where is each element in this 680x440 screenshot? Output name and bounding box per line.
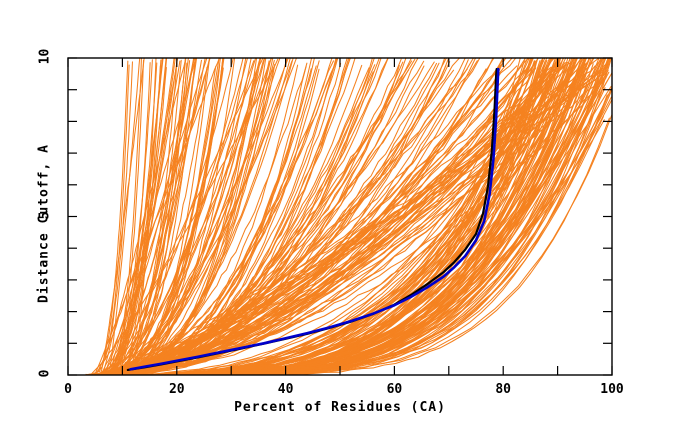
model-curve — [124, 58, 606, 375]
model-curve — [133, 76, 611, 375]
model-curve — [94, 58, 249, 375]
model-curve — [115, 58, 175, 375]
model-curve — [90, 58, 234, 375]
x-tick-label: 60 — [386, 382, 403, 397]
y-tick-label: 0 — [37, 369, 53, 378]
model-curve — [95, 61, 551, 375]
model-curve — [124, 58, 176, 375]
model-curve — [94, 68, 487, 375]
model-curve — [102, 58, 206, 375]
model-curve — [130, 119, 605, 375]
model-curve — [126, 85, 612, 375]
model-curve — [99, 58, 145, 375]
model-curve — [92, 58, 586, 375]
x-tick-label: 100 — [600, 382, 624, 397]
highlight-curve-highlight-model-blue — [129, 67, 500, 371]
model-curve — [116, 59, 162, 375]
model-curve — [108, 58, 208, 375]
model-curve — [101, 68, 312, 375]
curve-layer — [85, 58, 612, 375]
x-tick-label: 80 — [495, 382, 512, 397]
x-tick-label: 0 — [64, 382, 72, 397]
x-tick-label: 20 — [168, 382, 185, 397]
model-curve — [92, 58, 288, 375]
model-curve — [108, 58, 141, 375]
x-axis-label: Percent of Residues (CA) — [234, 400, 446, 415]
x-tick-label: 40 — [277, 382, 294, 397]
model-curve — [93, 58, 477, 375]
y-tick-label: 10 — [37, 48, 53, 65]
model-curve — [109, 58, 211, 375]
model-curve — [136, 117, 610, 375]
model-curve — [97, 58, 195, 375]
model-curve — [111, 58, 281, 375]
axis-frame — [67, 57, 613, 376]
model-curve — [111, 58, 164, 375]
model-curve — [93, 58, 446, 375]
y-tick-label: 5 — [37, 211, 53, 219]
model-curve — [116, 58, 289, 375]
model-curve — [123, 58, 266, 375]
model-curve — [120, 60, 210, 375]
model-curve — [115, 58, 273, 375]
model-curve — [95, 58, 197, 375]
model-curve — [115, 58, 168, 375]
